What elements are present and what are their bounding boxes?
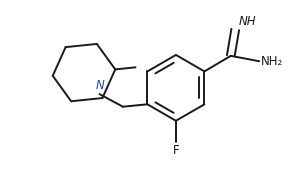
Text: F: F <box>173 144 179 157</box>
Text: N: N <box>95 79 104 92</box>
Text: NH₂: NH₂ <box>261 55 283 68</box>
Text: NH: NH <box>239 15 257 28</box>
